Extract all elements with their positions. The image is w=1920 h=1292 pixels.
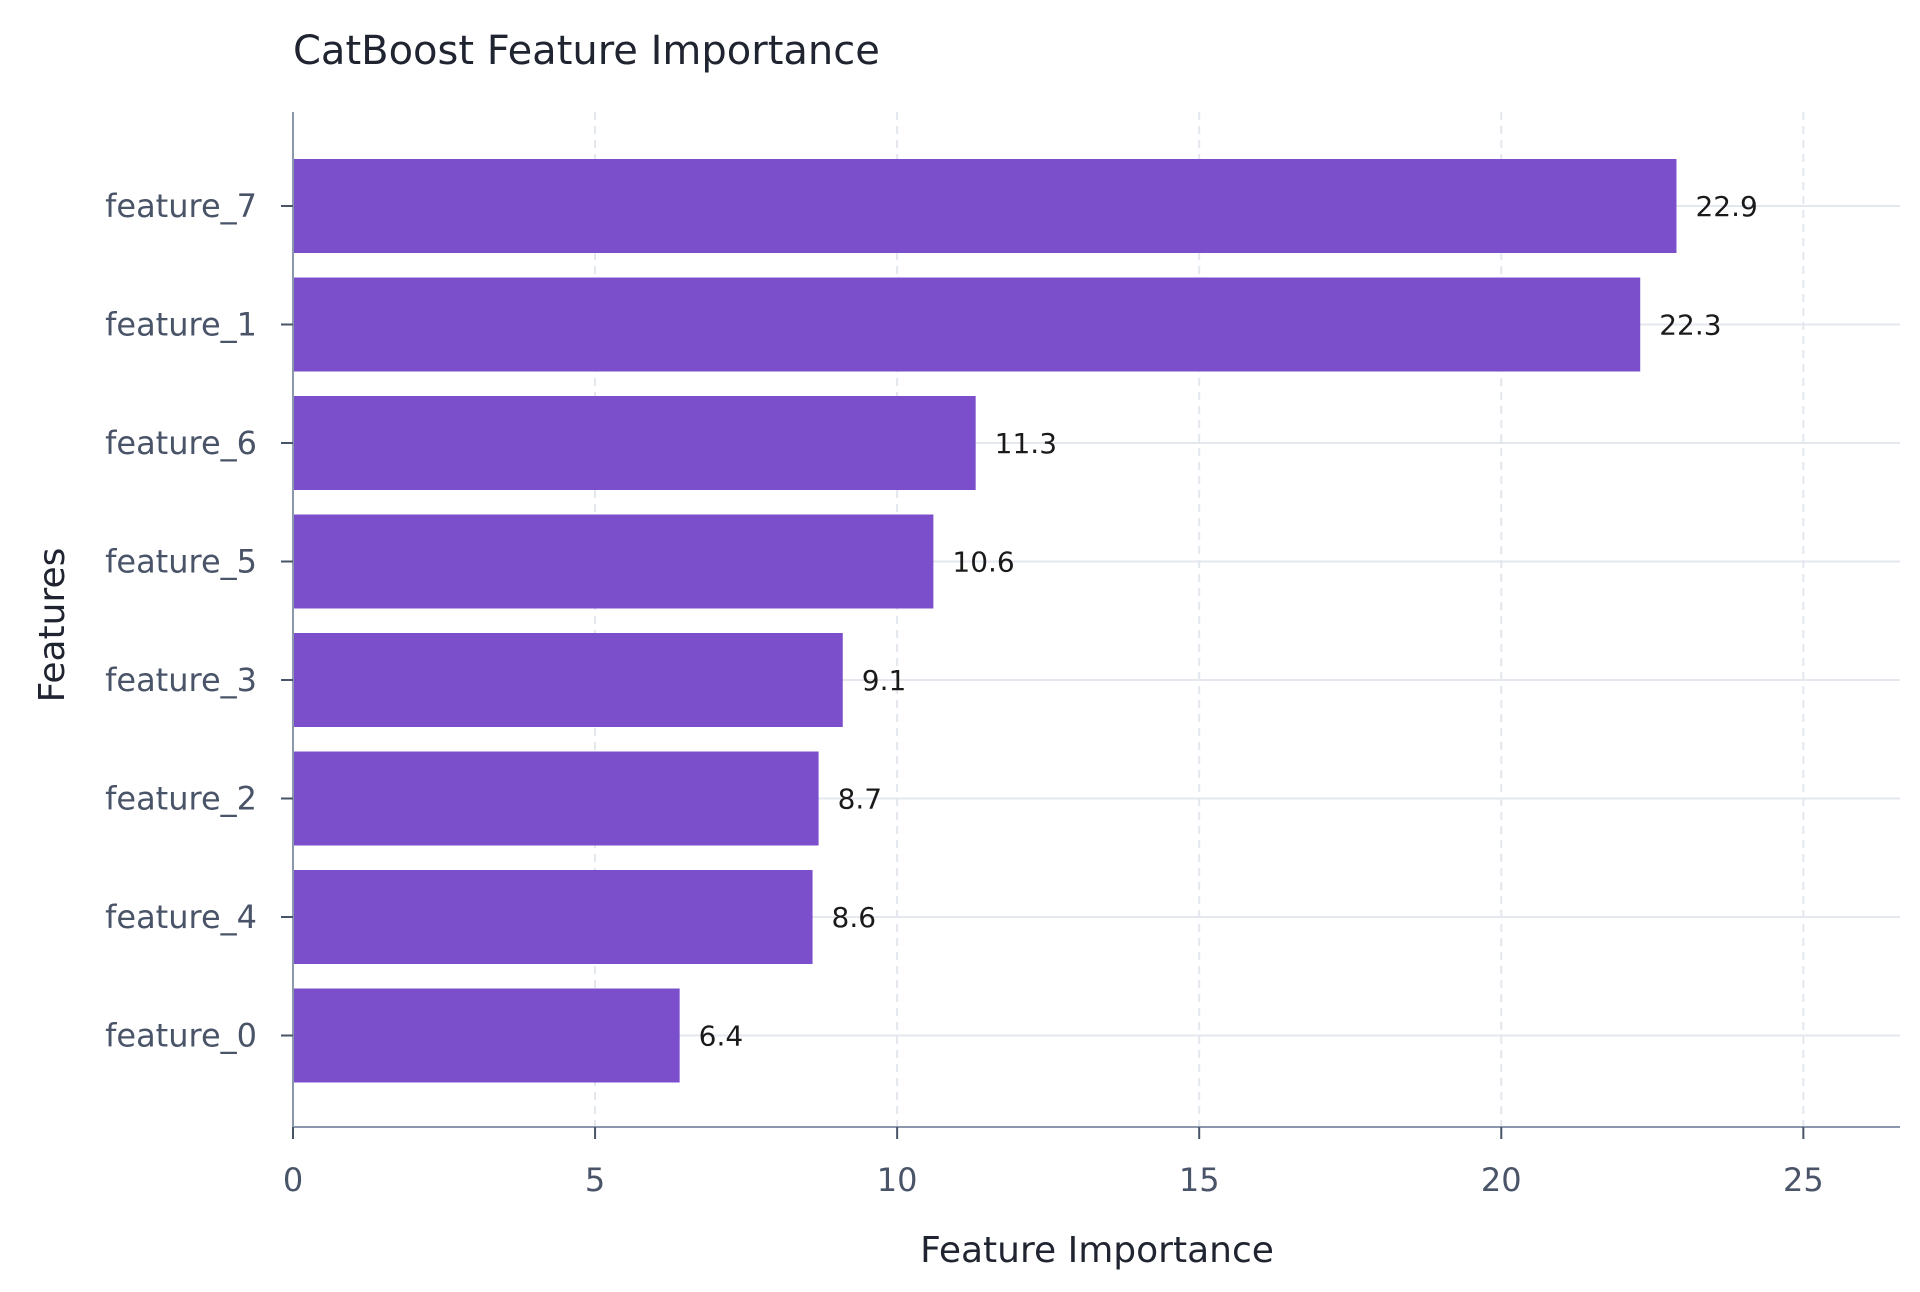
bar-feature_2 [293,751,819,846]
bars-layer: 22.9 22.3 11.3 10.6 9.1 8.7 8.6 6.4 [293,159,1758,1083]
grid-layer [293,112,1900,1127]
y-tick-label: feature_4 [105,898,257,936]
y-axis-label: Features [32,548,73,703]
y-tick-label: feature_7 [105,187,257,225]
data-label-feature_1: 22.3 [1659,309,1721,342]
data-label-feature_2: 8.7 [838,783,883,816]
data-label-feature_7: 22.9 [1695,190,1757,223]
bar-feature_7 [293,159,1677,253]
data-label-feature_0: 6.4 [699,1020,744,1053]
data-label-feature_6: 11.3 [995,427,1057,460]
bar-feature_1 [293,277,1641,372]
y-tick-label: feature_3 [105,661,257,699]
axes-layer: feature_7 feature_1 feature_6 feature_5feat… [105,112,1900,1199]
bar-feature_5 [293,514,934,609]
x-tick-label: 20 [1481,1161,1522,1199]
y-tick-label: feature_2 [105,780,257,818]
y-tick-label: feature_5 [105,543,257,581]
data-label-feature_3: 9.1 [862,664,907,697]
chart-title: CatBoost Feature Importance [293,28,880,74]
y-tick-label: feature_1 [105,306,257,344]
bar-feature_6 [293,396,976,490]
data-label-feature_5: 10.6 [952,546,1014,579]
data-label-feature_4: 8.6 [832,901,877,934]
bar-feature_0 [293,988,680,1083]
x-tick-label: 15 [1179,1161,1220,1199]
bar-feature_4 [293,870,813,964]
bar-feature_3 [293,633,843,727]
x-tick-label: 10 [877,1161,918,1199]
x-tick-label: 5 [585,1161,605,1199]
x-axis-label: Feature Importance [920,1230,1274,1271]
x-tick-label: 25 [1783,1161,1824,1199]
y-tick-label: feature_6 [105,424,257,462]
x-tick-label: 0 [283,1161,303,1199]
y-tick-label: feature_0 [105,1017,257,1055]
